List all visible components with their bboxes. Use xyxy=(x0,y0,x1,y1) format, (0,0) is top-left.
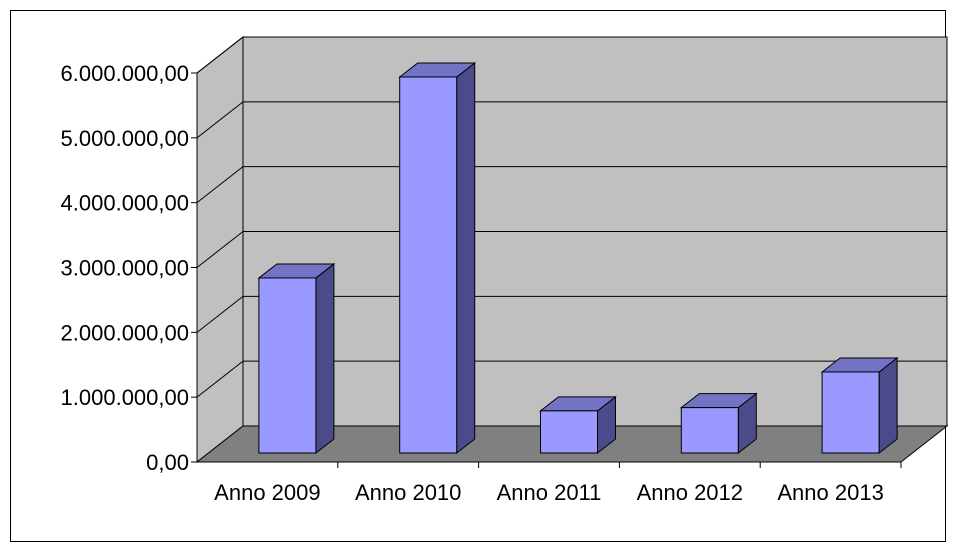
y-tick-label: 3.000.000,00 xyxy=(61,256,189,281)
bar xyxy=(539,395,617,455)
bar-front xyxy=(540,410,598,454)
bar-side xyxy=(456,61,476,455)
bar xyxy=(257,262,336,455)
x-tick-label: Anno 2011 xyxy=(497,480,602,505)
y-tick-label: 0,00 xyxy=(146,450,189,475)
bar-front xyxy=(258,277,317,454)
gridline-side xyxy=(196,36,244,74)
x-tick-label: Anno 2010 xyxy=(355,480,461,505)
y-tick-label: 1.000.000,00 xyxy=(61,385,189,410)
gridline-side xyxy=(196,360,244,398)
gridline-side xyxy=(196,295,244,333)
bar-front xyxy=(680,407,739,454)
bar xyxy=(398,61,477,455)
y-tick-label: 2.000.000,00 xyxy=(61,320,189,345)
bar-side xyxy=(315,262,335,455)
axes xyxy=(191,72,902,468)
x-tick-label: Anno 2013 xyxy=(777,480,883,505)
y-tick-labels: 0,00 1.000.000,00 2.000.000,00 3.000.000,00… xyxy=(61,61,189,475)
x-tick-labels: Anno 2009 Anno 2010 Anno 2011 Anno 2012 Anno… xyxy=(214,480,884,505)
bars xyxy=(257,61,899,455)
y-tick-label: 6.000.000,00 xyxy=(61,61,189,86)
gridlines xyxy=(196,36,947,398)
y-tick-label: 5.000.000,00 xyxy=(61,126,189,151)
bar xyxy=(679,392,758,455)
y-tick-label: 4.000.000,00 xyxy=(61,191,189,216)
x-tick-label: Anno 2009 xyxy=(214,480,320,505)
bar-front xyxy=(821,371,880,454)
bar-side xyxy=(878,356,898,455)
bar xyxy=(820,356,899,455)
gridline-side xyxy=(196,231,244,268)
bar-front xyxy=(399,76,458,454)
x-tick-label: Anno 2012 xyxy=(637,480,743,505)
gridline-side xyxy=(196,166,244,204)
gridline-side xyxy=(196,101,244,139)
